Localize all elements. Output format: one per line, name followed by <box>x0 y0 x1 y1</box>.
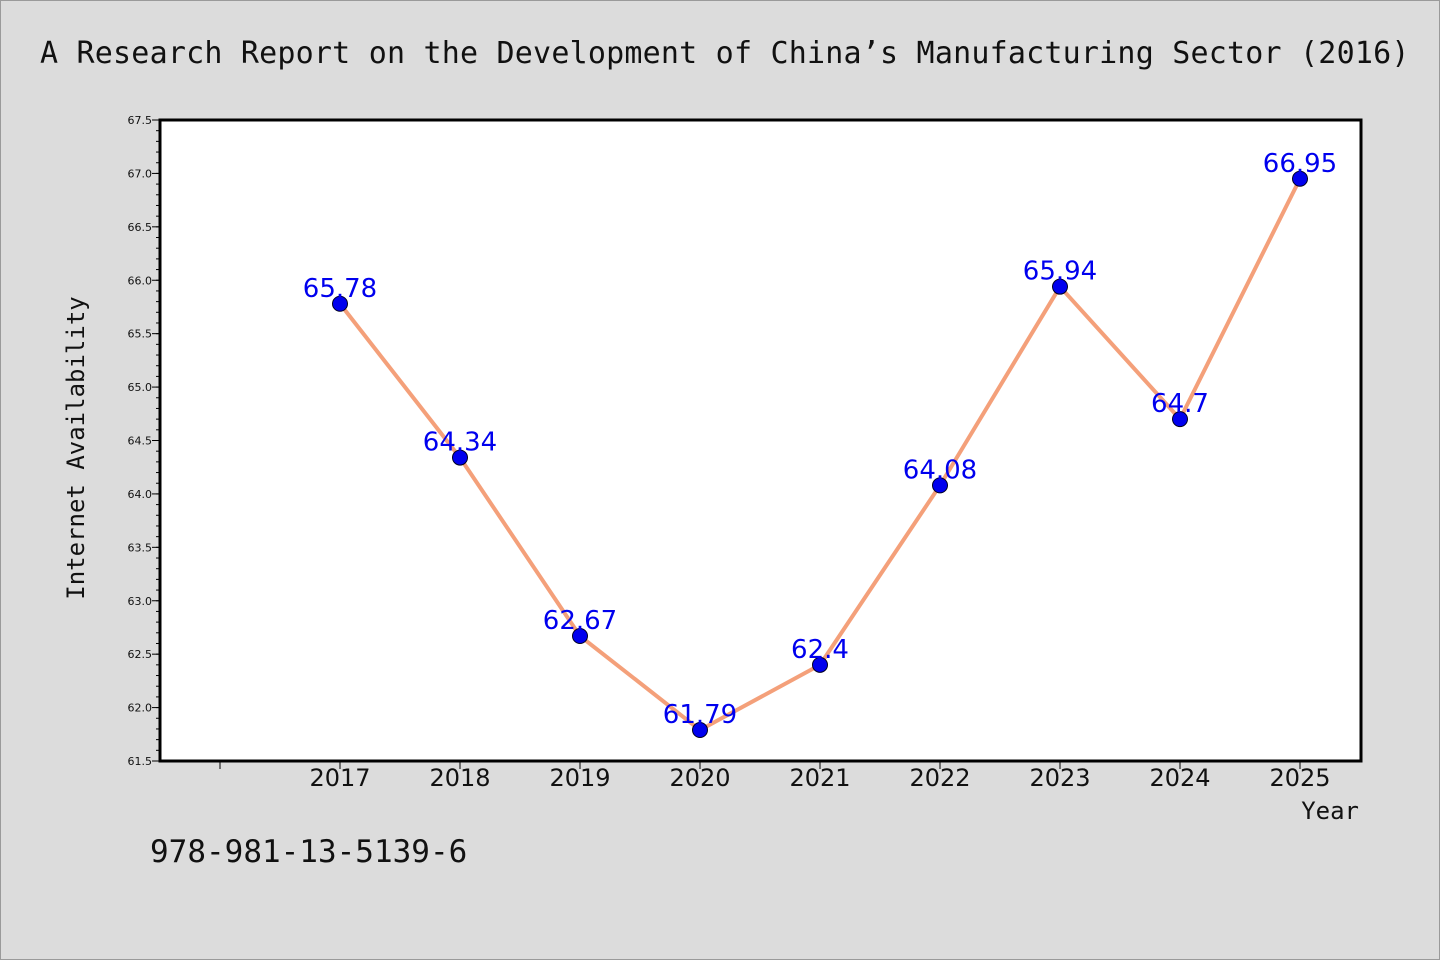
y-tick-label: 66.5 <box>128 221 153 234</box>
data-markers <box>332 170 1308 739</box>
y-axis-title: Internet Availability <box>62 296 90 599</box>
x-axis-ticks: 2017 2018 2019 2020 2021 2022 2023 2024 2025 <box>219 761 1331 792</box>
data-point <box>332 295 348 312</box>
data-point <box>692 722 708 739</box>
y-tick-label: 65.5 <box>128 328 153 341</box>
x-tick-label: 2022 <box>909 764 970 792</box>
data-label: 64.7 <box>1151 389 1209 419</box>
x-tick-label: 2021 <box>789 764 850 792</box>
data-label: 62.67 <box>543 606 617 636</box>
data-point <box>1172 411 1188 428</box>
isbn-text: 978-981-13-5139-6 <box>150 834 468 870</box>
plot-border <box>158 118 1363 763</box>
data-label: 65.94 <box>1023 257 1097 287</box>
data-point <box>1052 278 1068 295</box>
data-point <box>452 449 468 466</box>
y-tick-label: 65.0 <box>128 381 153 394</box>
data-label: 65.78 <box>303 274 377 304</box>
x-tick-label: 2025 <box>1269 764 1330 792</box>
data-point <box>1292 170 1308 187</box>
y-tick-label: 62.0 <box>128 702 153 715</box>
y-tick-label: 63.0 <box>128 595 153 608</box>
data-label: 64.08 <box>903 455 977 485</box>
x-tick-label: 2018 <box>429 764 490 792</box>
data-label: 66.95 <box>1263 149 1337 179</box>
y-axis-ticks: 61.5 62.0 62.5 63.0 63.5 64.0 64.5 65.0 65.5 66.0… <box>128 114 160 768</box>
y-tick-label: 67.0 <box>128 167 153 180</box>
y-tick-label: 64.5 <box>128 435 153 448</box>
y-tick-label: 61.5 <box>128 755 153 768</box>
y-tick-label: 66.0 <box>128 274 153 287</box>
x-tick-label: 2024 <box>1149 764 1210 792</box>
y-tick-label: 67.5 <box>128 114 153 127</box>
x-tick-label: 2017 <box>309 764 370 792</box>
data-label: 61.79 <box>663 700 737 730</box>
y-tick-label: 64.0 <box>128 488 153 501</box>
y-tick-label: 63.5 <box>128 541 153 554</box>
x-tick-label: 2023 <box>1029 764 1090 792</box>
data-labels: 65.78 64.34 62.67 61.79 62.4 64.08 65.94 64.7 66… <box>303 149 1337 730</box>
data-point <box>812 656 828 673</box>
x-axis-title: Year <box>1301 797 1359 825</box>
y-tick-label: 62.5 <box>128 648 153 661</box>
x-tick-label: 2020 <box>669 764 730 792</box>
plot-area <box>160 120 1361 761</box>
data-point <box>932 477 948 494</box>
data-label: 64.34 <box>423 428 497 458</box>
data-point <box>572 628 588 645</box>
data-label: 62.4 <box>791 635 849 665</box>
chart-title: A Research Report on the Development of … <box>40 36 1410 71</box>
x-tick-label: 2019 <box>549 764 610 792</box>
